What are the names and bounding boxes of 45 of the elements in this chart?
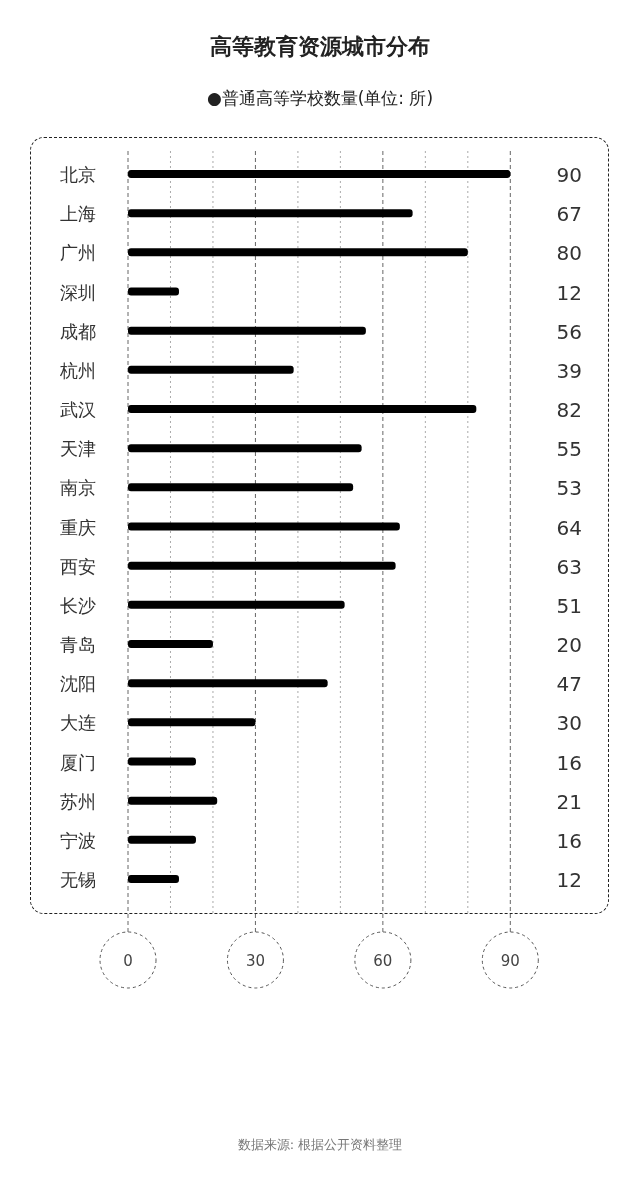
y-tick-label: 深圳 (60, 281, 96, 303)
data-label: 51 (556, 593, 582, 618)
y-tick-label: 宁波 (60, 829, 96, 851)
data-label: 12 (556, 868, 582, 892)
data-label: 82 (556, 398, 582, 422)
data-label: 39 (556, 358, 582, 383)
data-label: 53 (556, 476, 582, 501)
y-tick-label: 大连 (60, 712, 96, 734)
y-tick-label: 长沙 (60, 594, 96, 616)
data-label: 67 (556, 202, 582, 227)
y-tick-label: 天津 (60, 438, 96, 460)
y-tick-label: 武汉 (60, 399, 96, 420)
y-tick-label: 南京 (60, 477, 96, 499)
y-tick-label: 广州 (60, 242, 96, 264)
data-label: 56 (556, 319, 582, 344)
y-tick-label: 杭州 (59, 359, 96, 381)
x-tick-label: 30 (245, 952, 265, 970)
data-label: 12 (556, 280, 582, 305)
data-label: 21 (556, 789, 582, 814)
y-tick-label: 厦门 (60, 751, 96, 773)
x-tick-label: 60 (373, 952, 393, 970)
data-label: 16 (556, 828, 582, 853)
data-label: 20 (556, 633, 582, 657)
y-tick-label: 上海 (60, 203, 96, 225)
y-tick-label: 重庆 (60, 516, 96, 538)
data-label: 63 (556, 554, 582, 579)
data-label: 90 (556, 163, 582, 187)
data-label: 64 (556, 515, 582, 540)
y-tick-label: 西安 (60, 555, 96, 577)
chart-title: 高等教育资源城市分布 (210, 34, 430, 59)
y-tick-label: 无锡 (60, 869, 96, 890)
data-label: 16 (556, 750, 582, 775)
y-tick-label: 北京 (60, 164, 96, 185)
data-label: 47 (556, 672, 582, 697)
source-note: 数据来源: 根据公开资料整理 (237, 1137, 403, 1152)
data-label: 80 (556, 241, 582, 266)
x-tick-label: 0 (123, 952, 133, 970)
data-label: 55 (556, 437, 582, 462)
data-label: 30 (556, 711, 582, 736)
y-tick-label: 成都 (60, 320, 96, 342)
y-tick-label: 沈阳 (60, 673, 96, 695)
chart-subtitle: ●普通高等学校数量(单位: 所) (206, 88, 434, 108)
y-tick-label: 苏州 (60, 790, 96, 812)
y-tick-label: 青岛 (60, 634, 96, 655)
x-tick-label: 90 (500, 952, 520, 970)
